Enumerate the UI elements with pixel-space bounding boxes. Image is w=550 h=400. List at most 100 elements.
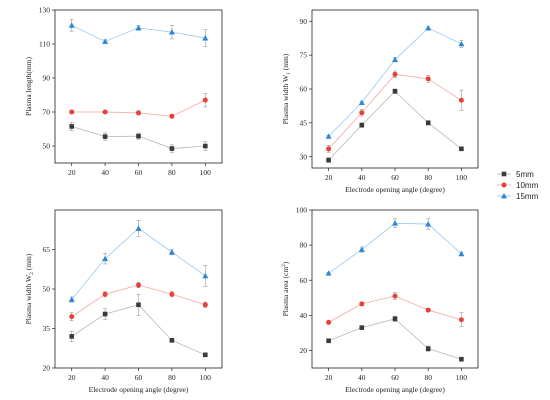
data-point-10mm: [425, 76, 431, 82]
x-axis-title: Electrode opening angle (degree): [345, 185, 445, 194]
data-point-15mm: [425, 25, 432, 31]
series-5mm: [69, 121, 208, 153]
x-axis-title: Electrode opening angle (degree): [89, 385, 189, 394]
data-point-5mm: [169, 146, 175, 151]
series-line-15mm: [328, 27, 462, 137]
data-point-10mm: [69, 314, 75, 320]
x-tick-label: 100: [456, 173, 468, 182]
y-axis-title-superscript: 2: [281, 264, 287, 267]
series-5mm: [69, 293, 208, 358]
x-tick-label: 80: [168, 373, 176, 382]
x-tick-label: 80: [168, 168, 176, 177]
data-point-15mm: [392, 56, 398, 63]
y-axis-title-main: Plasma width W: [281, 74, 290, 124]
data-point-5mm: [102, 311, 108, 317]
data-point-5mm: [203, 143, 208, 149]
legend-marker: [501, 193, 507, 199]
x-tick-label: 20: [68, 373, 76, 382]
data-point-5mm: [392, 316, 398, 322]
series-5mm: [326, 88, 464, 163]
data-point-10mm: [202, 302, 208, 308]
y-axis-title-suffix: (mm): [281, 53, 290, 72]
chart-panel-2: 20 40 60 80 100 30 45 60 75 90 Electrode opening a…: [281, 9, 479, 194]
series-line-5mm: [328, 90, 462, 161]
legend-label: 10mm: [516, 181, 539, 190]
x-tick-label: 40: [358, 173, 366, 182]
series-15mm: [68, 19, 209, 47]
data-point-5mm: [203, 352, 208, 358]
data-point-15mm: [135, 225, 142, 231]
x-tick-label: 100: [200, 373, 212, 382]
legend-label: 5mm: [516, 170, 534, 179]
y-axis-title: Plasma width W1 (mm): [281, 53, 292, 124]
x-tick-label: 80: [424, 173, 432, 182]
x-tick-label: 60: [135, 168, 143, 177]
series-10mm: [69, 93, 208, 119]
y-tick-label: 80: [300, 241, 308, 250]
data-point-15mm: [458, 40, 465, 47]
chart-panel-1: 20 40 60 80 100 50 70 90 110 130 Plasma length(mm): [24, 6, 223, 177]
y-tick-label: 50: [43, 285, 51, 294]
data-point-15mm: [358, 246, 365, 252]
y-tick-label: 50: [43, 142, 51, 151]
x-tick-label: 20: [68, 168, 76, 177]
y-axis-title: Plasma area (cm2): [281, 261, 290, 316]
data-point-5mm: [169, 338, 175, 343]
data-point-10mm: [169, 291, 175, 297]
legend-item-15mm: 15mm: [497, 192, 539, 201]
data-point-5mm: [136, 302, 141, 308]
data-point-15mm: [102, 255, 109, 262]
data-point-5mm: [392, 88, 398, 94]
data-point-5mm: [459, 146, 464, 152]
y-tick-label: 20: [300, 346, 308, 355]
y-tick-label: 90: [300, 17, 308, 26]
data-point-10mm: [359, 110, 365, 116]
data-point-10mm: [359, 301, 365, 307]
series-line-10mm: [328, 73, 462, 150]
y-tick-label: 100: [296, 206, 308, 215]
y-tick-label: 45: [300, 118, 308, 127]
x-tick-label: 20: [325, 373, 333, 382]
data-point-15mm: [392, 220, 398, 226]
y-axis-title-main: Plasma width W: [24, 274, 33, 324]
data-point-5mm: [359, 325, 365, 330]
x-tick-label: 100: [200, 168, 212, 177]
legend-item-5mm: 5mm: [497, 170, 534, 179]
data-point-10mm: [136, 282, 141, 288]
data-point-15mm: [68, 296, 75, 302]
y-axis-title-suffix: ): [281, 261, 290, 264]
data-point-15mm: [202, 272, 209, 279]
data-point-10mm: [458, 317, 464, 323]
x-tick-label: 20: [325, 173, 333, 182]
data-point-5mm: [69, 124, 74, 129]
data-point-5mm: [425, 120, 431, 126]
legend: 5mm 10mm 15mm: [497, 170, 539, 201]
y-tick-label: 35: [43, 324, 51, 333]
data-point-5mm: [136, 133, 141, 139]
data-point-5mm: [359, 122, 365, 128]
data-point-15mm: [358, 99, 365, 105]
legend-marker: [501, 182, 507, 188]
data-point-5mm: [69, 334, 74, 339]
y-tick-label: 110: [39, 40, 50, 49]
y-tick-label: 30: [300, 152, 308, 161]
x-tick-label: 40: [101, 373, 109, 382]
data-point-5mm: [102, 134, 108, 139]
data-point-15mm: [458, 250, 465, 257]
data-point-10mm: [202, 97, 208, 103]
data-point-15mm: [168, 249, 175, 255]
data-point-5mm: [326, 338, 331, 344]
data-point-15mm: [168, 29, 175, 35]
data-point-15mm: [102, 38, 109, 44]
series-10mm: [326, 292, 464, 328]
legend-label: 15mm: [516, 192, 539, 201]
data-point-15mm: [202, 35, 209, 41]
data-point-10mm: [69, 109, 75, 115]
data-point-10mm: [458, 97, 464, 103]
plot-frame: [311, 209, 479, 369]
data-point-10mm: [326, 319, 332, 325]
x-tick-label: 60: [391, 373, 399, 382]
y-tick-label: 65: [43, 245, 51, 254]
data-point-15mm: [325, 270, 332, 276]
